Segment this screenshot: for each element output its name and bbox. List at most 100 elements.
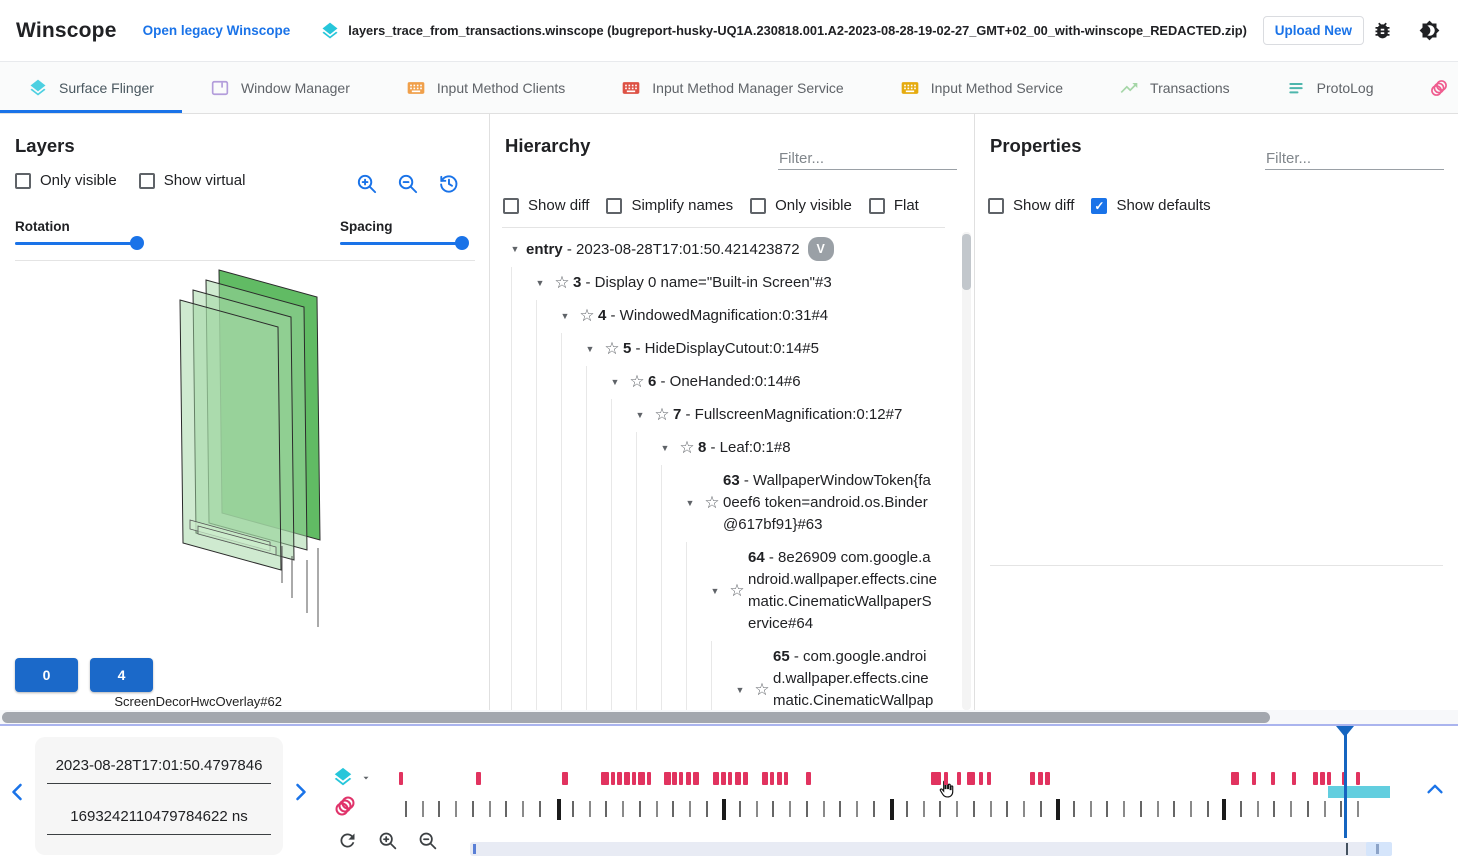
transition-trace-tick[interactable] [739,801,741,817]
sf-trace-event-mark[interactable] [713,772,719,785]
display-jump-button-4[interactable]: 4 [90,658,153,692]
zoom-in-icon[interactable] [355,172,378,195]
transition-trace-tick[interactable] [872,801,875,817]
rotation-slider-thumb[interactable] [130,236,144,250]
pin-star-icon[interactable]: ☆ [629,372,645,391]
sf-trace-event-mark[interactable] [476,772,481,785]
transition-trace-tick[interactable] [622,801,625,817]
flat-checkbox[interactable]: Flat [868,197,919,214]
transitions-trace-icon[interactable] [333,794,357,818]
overview-viewport[interactable] [1366,842,1392,856]
timeline-cursor[interactable] [1344,727,1347,838]
transition-trace-tick[interactable] [1156,801,1159,817]
show-diff-checkbox[interactable]: Show diff [503,197,589,214]
transition-trace-tick[interactable] [538,801,541,817]
tab-protolog[interactable]: ProtoLog [1258,62,1402,113]
sf-trace-event-mark[interactable] [770,772,774,785]
sf-trace-event-mark[interactable] [967,772,975,785]
only-visible-checkbox[interactable]: Only visible [750,197,852,214]
tree-node-65[interactable]: ▼ ☆ 65 - com.google.android.wallpaper.effe… [490,641,958,710]
collapse-caret-icon[interactable]: ▼ [660,443,670,453]
sf-trace-event-mark[interactable] [632,772,636,785]
sf-trace-event-mark[interactable] [1030,772,1035,785]
transition-trace-tick[interactable] [906,801,908,817]
sf-trace-event-mark[interactable] [638,772,645,785]
timeline-selection-range[interactable] [1328,786,1390,798]
sf-trace-event-mark[interactable] [777,772,782,785]
transition-trace-tick[interactable] [1123,801,1126,817]
sf-trace-event-mark[interactable] [611,772,615,785]
human-timestamp-input[interactable]: 2023-08-28T17:01:50.4797846 [47,747,271,784]
expand-timeline-icon[interactable] [1424,778,1446,800]
tree-node-64[interactable]: ▼ ☆ 64 - 8e26909 com.google.android.wallpa… [490,542,958,641]
layers-3d-scene[interactable]: ScreenDecorHwcOverlay#62 NavigationBar0#… [0,262,490,752]
transition-trace-tick[interactable] [1039,801,1042,817]
transition-trace-tick-major[interactable] [890,799,894,820]
upload-new-button[interactable]: Upload New [1262,16,1364,45]
transition-trace-tick[interactable] [588,801,591,817]
transition-trace-tick[interactable] [488,801,491,817]
pin-star-icon[interactable]: ☆ [654,405,670,424]
sf-trace-event-mark[interactable] [664,772,671,785]
tab-input-method-service[interactable]: Input Method Service [872,62,1091,113]
transition-trace-tick[interactable] [1323,801,1326,817]
transition-trace-tick[interactable] [1189,801,1192,817]
transition-trace-tick[interactable] [405,801,407,817]
sf-trace-event-mark[interactable] [679,772,683,785]
timeline-cursor-head[interactable] [1336,726,1354,737]
scrollbar-thumb[interactable] [962,234,971,290]
show-diff-checkbox[interactable]: Show diff [988,197,1074,214]
sf-trace-event-mark[interactable] [647,772,651,785]
transition-trace-tick[interactable] [1206,801,1209,817]
sf-trace-event-mark[interactable] [762,772,768,785]
spacing-slider[interactable] [340,236,469,250]
open-legacy-winscope-link[interactable]: Open legacy Winscope [142,23,291,38]
sf-trace-event-mark[interactable] [399,772,403,785]
sf-trace-event-mark[interactable] [944,772,948,785]
sf-trace-event-mark[interactable] [784,772,788,785]
tree-node-63[interactable]: ▼ ☆ 63 - WallpaperWindowToken{fa0eef6 toke… [490,465,958,542]
sf-trace-event-mark[interactable] [721,772,726,785]
sf-trace-event-mark[interactable] [693,772,699,785]
transition-trace-tick[interactable] [605,801,608,817]
sf-trace-event-mark[interactable] [562,772,568,785]
timeline-overview-strip[interactable] [470,842,1392,856]
hierarchy-scrollbar[interactable] [962,232,971,710]
tree-node-3[interactable]: ▼ ☆ 3 - Display 0 name="Built-in Screen"#3 [490,267,958,300]
timeline-zoom-out-icon[interactable] [417,830,438,851]
collapse-caret-icon[interactable]: ▼ [735,685,745,695]
transition-trace-tick[interactable] [638,801,641,817]
transition-trace-tick[interactable] [939,801,942,817]
timeline-canvas[interactable] [399,726,1430,860]
sf-trace-event-mark[interactable] [1313,772,1318,785]
pin-star-icon[interactable]: ☆ [754,680,770,699]
sf-trace-event-mark[interactable] [1320,772,1325,785]
pin-star-icon[interactable]: ☆ [704,493,720,512]
tab-surface-flinger[interactable]: Surface Flinger [0,62,182,113]
transition-trace-tick[interactable] [672,801,675,817]
sf-trace-event-mark[interactable] [931,772,941,785]
sf-trace-event-mark[interactable] [1327,772,1331,785]
zoom-out-icon[interactable] [396,172,419,195]
properties-filter-input[interactable] [1265,148,1444,170]
sf-trace-event-mark[interactable] [728,772,732,785]
only-visible-checkbox[interactable]: Only visible [15,172,117,189]
transition-trace-tick[interactable] [455,801,458,817]
transition-trace-tick[interactable] [972,801,975,817]
transition-trace-tick[interactable] [989,801,992,817]
report-bug-icon[interactable] [1372,20,1393,41]
dark-mode-icon[interactable] [1419,20,1440,41]
pin-star-icon[interactable]: ☆ [679,438,695,457]
collapse-caret-icon[interactable]: ▼ [710,586,720,596]
transition-trace-tick[interactable] [1106,801,1109,817]
transition-trace-tick[interactable] [755,801,758,817]
sf-trace-event-mark[interactable] [1356,772,1360,785]
collapse-caret-icon[interactable]: ▼ [635,410,645,420]
transition-trace-tick[interactable] [789,801,792,817]
tree-node-5[interactable]: ▼ ☆ 5 - HideDisplayCutout:0:14#5 [490,333,958,366]
transition-trace-tick[interactable] [471,801,474,817]
sf-trace-event-mark[interactable] [735,772,741,785]
transition-trace-tick[interactable] [1006,801,1009,817]
ns-timestamp-input[interactable]: 1693242110479784622 ns [47,798,271,835]
horizontal-scrollbar[interactable] [0,710,1458,726]
